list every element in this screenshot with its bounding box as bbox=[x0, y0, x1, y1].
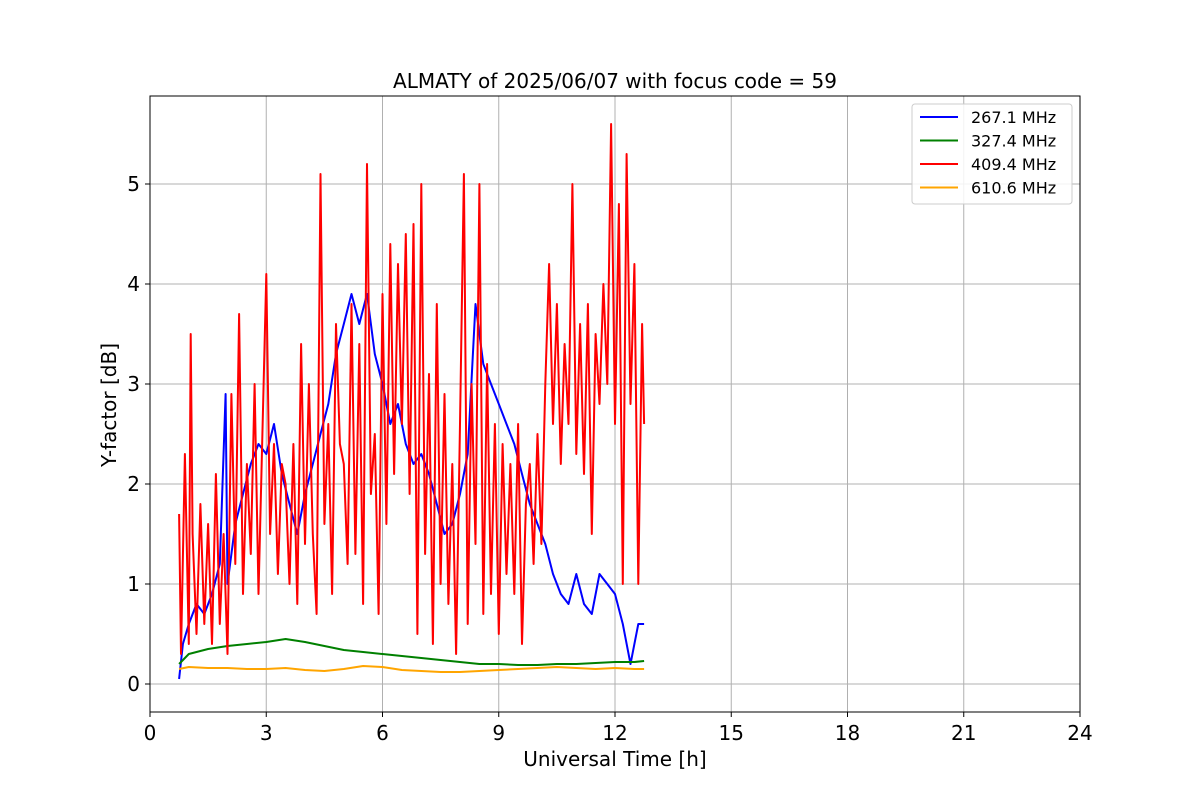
plot-lines bbox=[178, 123, 646, 680]
x-tick-label: 0 bbox=[144, 721, 157, 745]
chart-title: ALMATY of 2025/06/07 with focus code = 5… bbox=[393, 69, 837, 93]
legend-label: 267.1 MHz bbox=[971, 108, 1056, 127]
legend-label: 610.6 MHz bbox=[971, 179, 1056, 198]
y-tick-label: 0 bbox=[127, 672, 140, 696]
legend-label: 409.4 MHz bbox=[971, 155, 1056, 174]
y-axis: 0 1 2 3 4 5 bbox=[127, 172, 150, 696]
y-axis-label: Y-factor [dB] bbox=[97, 343, 121, 468]
x-tick-label: 24 bbox=[1067, 721, 1092, 745]
series-line bbox=[178, 123, 646, 655]
x-tick-label: 15 bbox=[719, 721, 744, 745]
y-tick-label: 4 bbox=[127, 272, 140, 296]
x-tick-label: 6 bbox=[376, 721, 389, 745]
legend-label: 327.4 MHz bbox=[971, 132, 1056, 151]
y-tick-label: 5 bbox=[127, 172, 140, 196]
y-tick-label: 3 bbox=[127, 372, 140, 396]
x-axis: 0 3 6 9 12 15 18 21 24 bbox=[144, 712, 1093, 745]
legend: 267.1 MHz 327.4 MHz 409.4 MHz 610.6 MHz bbox=[911, 103, 1073, 205]
y-tick-label: 1 bbox=[127, 572, 140, 596]
series-line bbox=[178, 665, 645, 673]
x-tick-label: 21 bbox=[951, 721, 976, 745]
x-tick-label: 12 bbox=[602, 721, 627, 745]
x-tick-label: 3 bbox=[260, 721, 273, 745]
x-tick-label: 9 bbox=[492, 721, 505, 745]
series-line bbox=[178, 638, 645, 666]
x-tick-label: 18 bbox=[835, 721, 860, 745]
y-tick-label: 2 bbox=[127, 472, 140, 496]
x-axis-label: Universal Time [h] bbox=[523, 747, 706, 771]
legend-box bbox=[911, 103, 1073, 205]
